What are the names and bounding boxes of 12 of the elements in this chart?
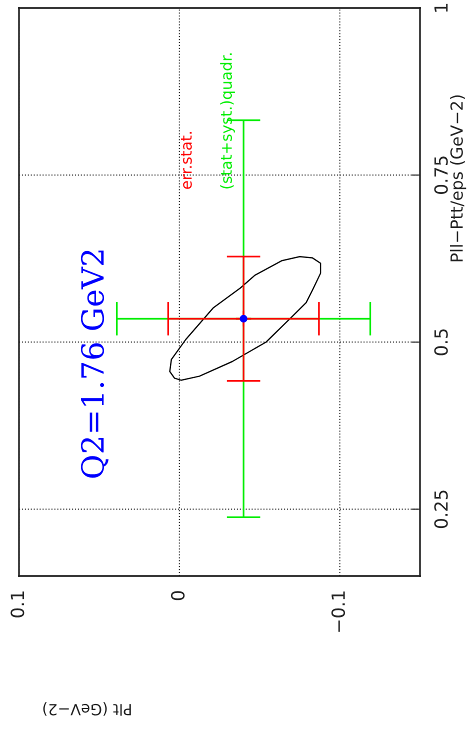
x-tick-label: −0.1 [331,592,346,632]
annotation: (stat+syst.)quadr. [220,53,235,188]
y-tick-label: 0.25 [434,490,448,528]
x-tick-label: 0 [170,591,185,600]
x-axis-title: Plt (GeV−2) [43,702,131,716]
annotation: Q2=1.76 GeV2 [80,250,109,478]
y-tick-label: 1 [434,4,448,12]
y-tick-label: 0.75 [434,156,448,194]
x-tick-label: 0.1 [10,592,24,618]
y-axis-title: Pll−Ptt/eps (GeV−2) [450,95,466,262]
y-tick-label: 0.5 [434,329,448,356]
annotation: err.stat. [180,132,192,189]
